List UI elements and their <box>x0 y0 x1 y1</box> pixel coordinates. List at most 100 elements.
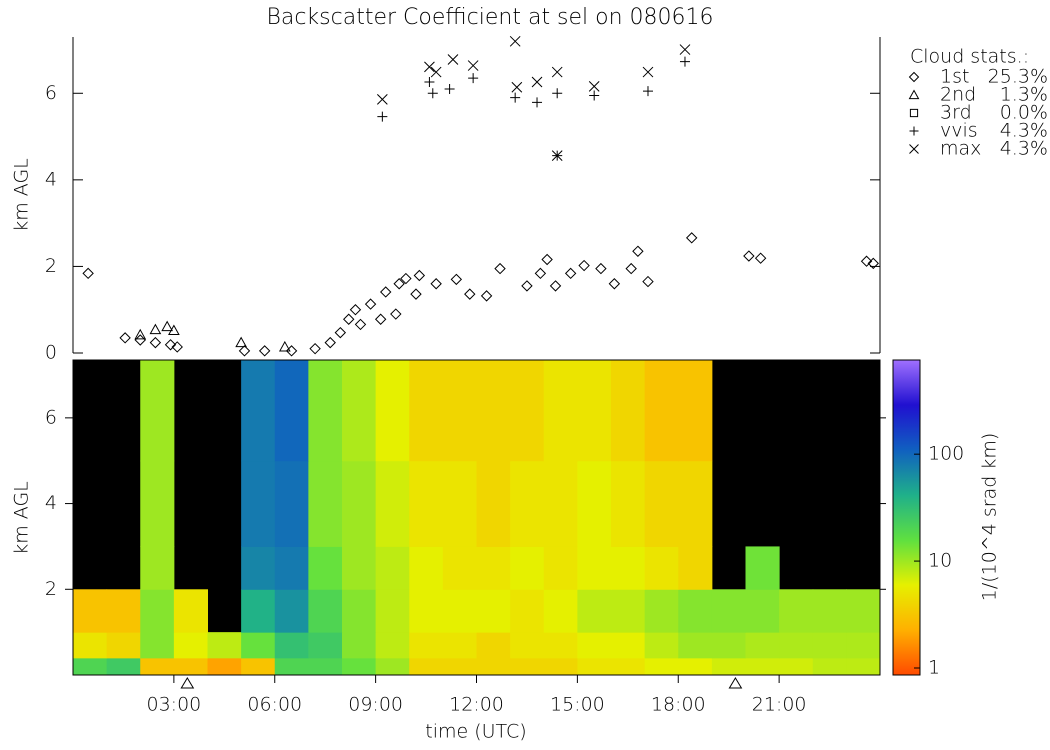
cloud-point <box>468 73 479 84</box>
cloud-point <box>374 313 387 325</box>
backscatter-cell <box>779 657 814 676</box>
legend-stat: 1.3% <box>1000 84 1048 106</box>
backscatter-cell <box>140 589 175 633</box>
cloud-point <box>642 86 653 97</box>
x-tick-label: 06:00 <box>247 694 302 716</box>
legend-stat: 25.3% <box>988 66 1048 88</box>
backscatter-cell <box>678 460 713 547</box>
cloud-point <box>564 267 577 280</box>
cloud-point <box>161 320 173 332</box>
cloud-point <box>447 54 459 65</box>
backscatter-cell <box>73 632 108 659</box>
cloud-point <box>410 288 422 300</box>
y-axis-label: km AGL <box>11 158 33 232</box>
cloud-point <box>390 308 402 320</box>
backscatter-cell <box>711 632 746 659</box>
colorbar-tick-label: 1 <box>928 656 940 678</box>
backscatter-cell <box>543 632 578 659</box>
cloud-point <box>427 88 438 99</box>
legend-symbol <box>909 108 919 118</box>
backscatter-cell <box>779 632 814 659</box>
backscatter-cell <box>409 657 444 676</box>
cloud-point <box>278 340 291 352</box>
backscatter-cell <box>510 460 545 547</box>
cloud-point <box>632 245 644 257</box>
backscatter-cell <box>73 657 108 676</box>
cloud-point <box>349 304 362 316</box>
backscatter-cell <box>611 632 646 659</box>
x-axis-label: time (UTC) <box>425 721 526 743</box>
backscatter-cell <box>409 460 444 547</box>
cloud-point <box>424 77 435 88</box>
cloud-point <box>551 150 563 161</box>
cloud-point <box>743 250 755 262</box>
y-tick-label: 4 <box>45 492 57 514</box>
backscatter-cell <box>73 589 108 633</box>
backscatter-cell <box>308 546 343 590</box>
legend-symbol <box>908 71 920 83</box>
backscatter-cell <box>140 546 175 590</box>
chart-title: Backscatter Coefficient at sel on 080616 <box>266 5 713 30</box>
cloud-point <box>309 342 321 355</box>
backscatter-cell <box>577 589 612 633</box>
cloud-point <box>642 275 654 288</box>
backscatter-cell <box>577 460 612 547</box>
cloud-point <box>860 255 873 267</box>
backscatter-cell <box>543 589 578 633</box>
cloud-point <box>679 44 691 55</box>
cloud-point <box>588 80 600 92</box>
backscatter-cell <box>442 546 477 590</box>
cloud-point <box>532 97 543 108</box>
backscatter-cell <box>543 657 578 676</box>
backscatter-cell <box>510 360 545 462</box>
cloud-point <box>510 92 521 103</box>
backscatter-cell <box>308 460 343 547</box>
cloud-point <box>444 83 455 94</box>
backscatter-cell <box>510 657 545 676</box>
legend-stat: 0.0% <box>1000 102 1048 124</box>
y-axis-label: km AGL <box>11 481 33 555</box>
legend-label: 2nd <box>940 84 976 106</box>
backscatter-cell <box>342 460 377 547</box>
cloud-point <box>480 290 493 302</box>
backscatter-cell <box>678 589 713 633</box>
backscatter-cell <box>577 546 612 590</box>
backscatter-cell <box>342 657 377 676</box>
backscatter-cell <box>173 632 208 659</box>
backscatter-cell <box>711 589 746 633</box>
backscatter-cell <box>846 632 881 659</box>
cloud-point <box>534 267 547 280</box>
cloud-point <box>494 262 506 275</box>
cloud-point <box>464 288 476 300</box>
cloud-point <box>285 345 298 357</box>
cloud-point <box>119 332 131 344</box>
colorbar-tick-label: 10 <box>928 550 952 572</box>
backscatter-cell <box>476 589 511 633</box>
backscatter-cell <box>644 460 679 547</box>
backscatter-cell <box>476 546 511 590</box>
cloud-point <box>354 318 367 331</box>
cloud-point <box>450 273 463 286</box>
backscatter-cell <box>274 360 309 462</box>
backscatter-cell <box>577 360 612 462</box>
backscatter-cell <box>106 657 141 676</box>
legend-symbol <box>908 89 920 100</box>
backscatter-cell <box>106 632 141 659</box>
backscatter-cell <box>173 589 208 633</box>
cloud-point <box>467 60 479 71</box>
cloud-point <box>343 313 355 325</box>
cloud-point <box>541 253 553 266</box>
cloud-point <box>149 336 162 349</box>
backscatter-cell <box>274 460 309 547</box>
backscatter-cell <box>644 360 679 462</box>
backscatter-cell <box>745 589 780 633</box>
legend-label: 3rd <box>940 102 972 124</box>
backscatter-cell <box>812 589 847 633</box>
legend-label: 1st <box>940 66 969 88</box>
y-tick-label: 2 <box>45 255 57 277</box>
cloud-point <box>149 323 162 335</box>
backscatter-cell <box>711 657 746 676</box>
x-tick-label: 21:00 <box>752 694 807 716</box>
backscatter-cell <box>308 589 343 633</box>
cloud-point <box>380 286 392 298</box>
